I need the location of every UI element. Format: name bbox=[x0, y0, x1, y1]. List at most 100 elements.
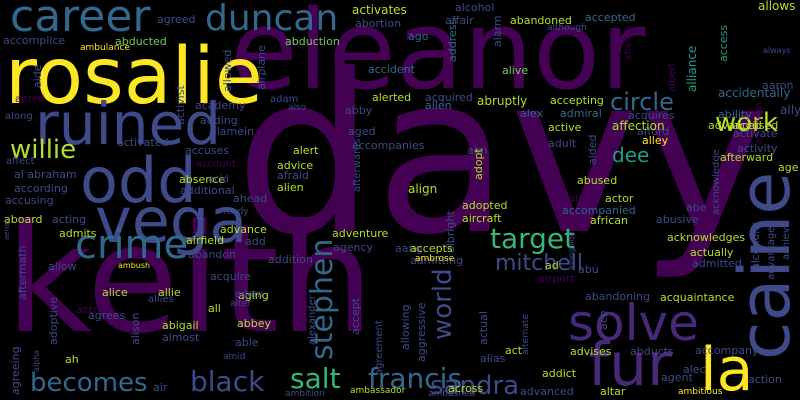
word-davy: davy bbox=[235, 27, 770, 283]
word-achieve: achieve bbox=[781, 221, 792, 260]
word-account: account bbox=[196, 159, 236, 170]
word-allie: allie bbox=[158, 286, 181, 299]
word-afraid: afraid bbox=[277, 169, 309, 182]
word-abused: abused bbox=[577, 174, 618, 187]
word-acting: acting bbox=[52, 213, 87, 226]
word-able: able bbox=[235, 336, 259, 349]
word-according: according bbox=[14, 182, 68, 195]
word-actually: actually bbox=[690, 246, 734, 259]
word-admitting: admitting bbox=[410, 254, 464, 267]
word-alien: alien bbox=[277, 181, 304, 194]
word-ally: ally bbox=[780, 103, 800, 117]
word-al-abraham: al abraham bbox=[14, 168, 77, 181]
word-activates: activates bbox=[352, 3, 407, 17]
word-accepting: accepting bbox=[550, 94, 604, 107]
word-actress: actress bbox=[76, 303, 116, 316]
word-actual: actual bbox=[477, 311, 490, 345]
word-afterward: afterward bbox=[720, 151, 774, 164]
word-eleanor: eleanor bbox=[230, 0, 646, 114]
word-world: world bbox=[428, 268, 458, 340]
word-abduction: abduction bbox=[285, 35, 340, 48]
word-accompanies: accompanies bbox=[352, 139, 425, 152]
word-aggressive: aggressive bbox=[415, 302, 428, 362]
word-duncan: duncan bbox=[205, 0, 339, 39]
word-airport: airport bbox=[538, 272, 575, 285]
word-allows: allows bbox=[758, 0, 796, 13]
word-adam: adam bbox=[235, 289, 264, 300]
word-aircraft: aircraft bbox=[462, 212, 502, 225]
word-advance: advance bbox=[220, 223, 267, 236]
word-admiral: admiral bbox=[560, 107, 602, 120]
word-afford: afford bbox=[637, 125, 670, 138]
word-abu: abu bbox=[578, 263, 599, 276]
word-activity: activity bbox=[737, 142, 778, 155]
word-action: action bbox=[748, 373, 782, 386]
word-salt: salt bbox=[290, 362, 341, 395]
word-alley: alley bbox=[642, 134, 669, 147]
word-abe: abe bbox=[686, 201, 707, 214]
word-ambitious: ambitious bbox=[678, 387, 723, 397]
word-willie: willie bbox=[10, 135, 77, 165]
word-acknowledge: acknowledge bbox=[711, 149, 722, 215]
word-accident: accident bbox=[368, 63, 415, 76]
word-adam: adam bbox=[270, 94, 299, 105]
word-allen: allen bbox=[425, 99, 452, 112]
word-academy: academy bbox=[195, 99, 246, 112]
word-allies: allies bbox=[148, 294, 174, 305]
word-abigail: abigail bbox=[162, 319, 199, 332]
word-abandon: abandon bbox=[188, 248, 237, 261]
word-allowed: allowed bbox=[221, 49, 234, 92]
word-alec: alec bbox=[683, 363, 706, 376]
word-alpha: alpha bbox=[32, 349, 41, 372]
word-alter: alter bbox=[230, 299, 251, 309]
word-accompany: accompany bbox=[695, 344, 759, 357]
word-aerial: aerial bbox=[3, 220, 11, 240]
word-vega: vega bbox=[95, 184, 248, 257]
word-agency: agency bbox=[333, 241, 374, 254]
word-acid: acid bbox=[208, 174, 229, 185]
word-ambushed: ambushed bbox=[428, 389, 476, 399]
word-addition: addition bbox=[268, 253, 313, 266]
word-mitchell: mitchell bbox=[495, 251, 583, 276]
word-all: all bbox=[208, 302, 221, 315]
word-ambition: ambition bbox=[285, 389, 325, 399]
word-crime: crime bbox=[75, 222, 189, 268]
word-target: target bbox=[490, 222, 576, 255]
word-work: work bbox=[715, 108, 778, 138]
word-afterwards: afterwards bbox=[352, 138, 363, 192]
word-alice: alice bbox=[102, 286, 128, 299]
word-agreed: agreed bbox=[157, 13, 196, 26]
word-becomes: becomes bbox=[30, 368, 148, 398]
word-affect: affect bbox=[6, 156, 35, 167]
word-acquaintance: acquaintance bbox=[660, 291, 735, 304]
word-solve: solve bbox=[568, 294, 699, 352]
word-accept: accept bbox=[349, 298, 362, 335]
word-abusive: abusive bbox=[656, 213, 699, 226]
word-active: active bbox=[548, 121, 582, 134]
word-aang: aang bbox=[395, 242, 423, 255]
word-add: add bbox=[245, 235, 266, 248]
word-adding: adding bbox=[200, 114, 238, 127]
word-circle: circle bbox=[610, 88, 674, 116]
word-abbey: abbey bbox=[237, 317, 271, 330]
word-aaron: aaron bbox=[762, 79, 794, 92]
word-advice: advice bbox=[277, 159, 314, 172]
word-accuses: accuses bbox=[185, 144, 230, 157]
word-ace: ace bbox=[597, 310, 610, 330]
word-alarm: alarm bbox=[491, 15, 504, 47]
word-age: age bbox=[778, 161, 799, 174]
word-abducts: abducts bbox=[630, 345, 674, 358]
word-alliance: alliance bbox=[685, 45, 699, 92]
word-absence: absence bbox=[179, 173, 226, 186]
word-already: already bbox=[215, 207, 249, 217]
word-alexander: alexander bbox=[307, 295, 318, 345]
word-amid: amid bbox=[223, 352, 246, 362]
word-abandoning: abandoning bbox=[585, 290, 651, 303]
word-ruined: ruined bbox=[35, 90, 221, 158]
word-black: black bbox=[190, 365, 265, 398]
word-allow: allow bbox=[48, 260, 77, 273]
word-agreeing: agreeing bbox=[9, 346, 22, 395]
word-accepts: accepts bbox=[410, 242, 453, 255]
word-alcohol: alcohol bbox=[455, 1, 495, 14]
word-although: although bbox=[547, 23, 587, 33]
